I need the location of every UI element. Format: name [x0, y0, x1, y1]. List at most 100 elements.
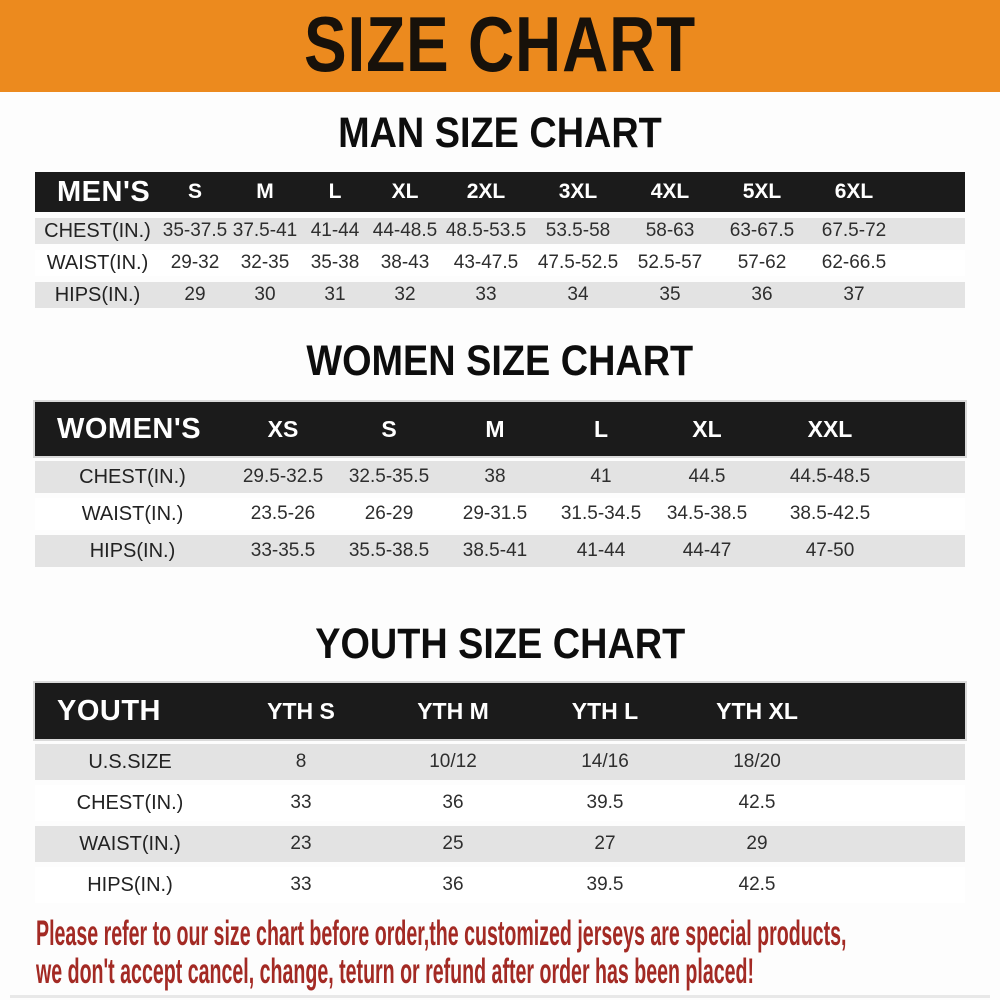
- men-table-row: HIPS(IN.) 29 30 31 32 33 34 35 36 37: [35, 282, 965, 308]
- bottom-divider: [10, 995, 990, 998]
- women-row-label: CHEST(IN.): [79, 465, 186, 488]
- women-section-title: WOMEN SIZE CHART: [0, 336, 1000, 386]
- women-cell: 29.5-32.5: [242, 466, 324, 487]
- men-cell: 38-43: [380, 252, 430, 273]
- women-cell: 26-29: [364, 503, 414, 524]
- women-cell: 41: [590, 466, 612, 487]
- men-cell: 36: [751, 284, 773, 305]
- men-cell: 35-37.5: [162, 220, 228, 241]
- men-size-header: 6XL: [834, 180, 874, 203]
- youth-row-label: WAIST(IN.): [79, 832, 181, 855]
- men-header-label: MEN'S: [57, 175, 151, 208]
- women-size-header: XL: [692, 415, 722, 442]
- men-size-header: 2XL: [466, 180, 506, 203]
- men-cell: 35-38: [310, 252, 360, 273]
- men-table-row: CHEST(IN.) 35-37.5 37.5-41 41-44 44-48.5 48.5…: [35, 218, 965, 244]
- youth-section-title-text: YOUTH SIZE CHART: [314, 620, 685, 668]
- tables-container: MAN SIZE CHART MEN'S S M L XL 2XL 3XL 4XL 5XL 6XL C…: [0, 108, 1000, 903]
- men-cell: 32-35: [240, 252, 290, 273]
- youth-section-title: YOUTH SIZE CHART: [0, 619, 1000, 669]
- men-cell: 57-62: [737, 252, 787, 273]
- women-cell: 41-44: [576, 540, 626, 561]
- youth-cell: 42.5: [738, 874, 776, 895]
- men-size-header: 5XL: [742, 180, 782, 203]
- men-cell: 31: [324, 284, 346, 305]
- women-header-row: WOMEN'S XS S M L XL XXL: [35, 402, 965, 456]
- women-header-label: WOMEN'S: [57, 412, 202, 445]
- women-row-label: WAIST(IN.): [81, 502, 184, 525]
- banner-title: SIZE CHART: [304, 0, 696, 88]
- youth-cell: 29: [746, 833, 768, 854]
- women-cell: 38.5-41: [462, 540, 528, 561]
- women-cell: 32.5-35.5: [348, 466, 430, 487]
- youth-section: YOUTH SIZE CHART YOUTH YTH S YTH M YTH L YTH …: [0, 619, 1000, 903]
- men-cell: 67.5-72: [821, 220, 887, 241]
- men-cell: 34: [567, 284, 589, 305]
- men-size-header: XL: [391, 180, 419, 203]
- women-size-header: XS: [267, 415, 299, 442]
- men-cell: 29: [184, 284, 206, 305]
- women-size-header: M: [485, 415, 505, 442]
- youth-cell: 14/16: [581, 751, 629, 772]
- men-cell: 41-44: [310, 220, 360, 241]
- youth-row-label: HIPS(IN.): [87, 873, 173, 896]
- men-cell: 43-47.5: [453, 252, 519, 273]
- youth-cell: 23: [290, 833, 312, 854]
- youth-table-row: U.S.SIZE 8 10/12 14/16 18/20: [35, 744, 965, 780]
- youth-cell: 36: [442, 792, 464, 813]
- men-cell: 62-66.5: [821, 252, 887, 273]
- youth-header-row: YOUTH YTH S YTH M YTH L YTH XL: [35, 683, 965, 739]
- youth-cell: 8: [295, 751, 307, 772]
- women-cell: 34.5-38.5: [666, 503, 748, 524]
- men-cell: 29-32: [170, 252, 220, 273]
- women-cell: 47-50: [805, 540, 855, 561]
- women-cell: 33-35.5: [250, 540, 316, 561]
- men-cell: 30: [254, 284, 276, 305]
- men-cell: 44-48.5: [372, 220, 438, 241]
- youth-cell: 39.5: [586, 874, 624, 895]
- women-size-header: L: [593, 415, 609, 442]
- women-section-title-text: WOMEN SIZE CHART: [306, 337, 694, 385]
- men-section: MAN SIZE CHART MEN'S S M L XL 2XL 3XL 4XL 5XL 6XL C…: [0, 108, 1000, 308]
- women-table-row: WAIST(IN.) 23.5-26 26-29 29-31.5 31.5-34.5 34…: [35, 498, 965, 530]
- youth-cell: 25: [442, 833, 464, 854]
- men-cell: 37: [843, 284, 865, 305]
- men-cell: 35: [659, 284, 681, 305]
- youth-cell: 33: [290, 874, 312, 895]
- notice-line-1: Please refer to our size chart before or…: [36, 914, 847, 953]
- youth-cell: 27: [594, 833, 616, 854]
- men-size-header: 4XL: [650, 180, 690, 203]
- youth-row-label: CHEST(IN.): [76, 791, 184, 814]
- women-table-row: CHEST(IN.) 29.5-32.5 32.5-35.5 38 41 44.5 44.5…: [35, 461, 965, 493]
- men-cell: 52.5-57: [637, 252, 703, 273]
- men-size-header: 3XL: [558, 180, 598, 203]
- men-cell: 53.5-58: [545, 220, 611, 241]
- youth-header-label: YOUTH: [57, 694, 161, 727]
- footer-notice: Please refer to our size chart before or…: [0, 915, 1000, 991]
- youth-size-header: YTH L: [571, 697, 639, 724]
- youth-size-header: YTH XL: [716, 697, 798, 724]
- notice-line-wrap: we don't accept cancel, change, teturn o…: [36, 953, 1000, 991]
- youth-cell: 18/20: [733, 751, 781, 772]
- women-size-header: S: [381, 415, 397, 442]
- women-size-header: XXL: [807, 415, 853, 442]
- youth-table-row: HIPS(IN.) 33 36 39.5 42.5: [35, 867, 965, 903]
- men-cell: 63-67.5: [729, 220, 795, 241]
- men-table-row: WAIST(IN.) 29-32 32-35 35-38 38-43 43-47.5 47.…: [35, 250, 965, 276]
- notice-line-2: we don't accept cancel, change, teturn o…: [36, 952, 755, 991]
- men-section-title-text: MAN SIZE CHART: [338, 109, 662, 157]
- women-cell: 35.5-38.5: [348, 540, 430, 561]
- women-table: WOMEN'S XS S M L XL XXL CHEST(IN.) 29.5-32.5 32.5…: [35, 402, 965, 567]
- women-cell: 44-47: [682, 540, 732, 561]
- women-cell: 23.5-26: [250, 503, 316, 524]
- youth-size-header: YTH S: [267, 697, 335, 724]
- women-row-label: HIPS(IN.): [89, 539, 176, 562]
- youth-cell: 33: [290, 792, 312, 813]
- women-cell: 38.5-42.5: [789, 503, 871, 524]
- men-row-label: WAIST(IN.): [46, 251, 149, 274]
- youth-cell: 36: [442, 874, 464, 895]
- women-section: WOMEN SIZE CHART WOMEN'S XS S M L XL XXL CHEST(I…: [0, 336, 1000, 567]
- men-cell: 48.5-53.5: [445, 220, 527, 241]
- men-cell: 33: [475, 284, 497, 305]
